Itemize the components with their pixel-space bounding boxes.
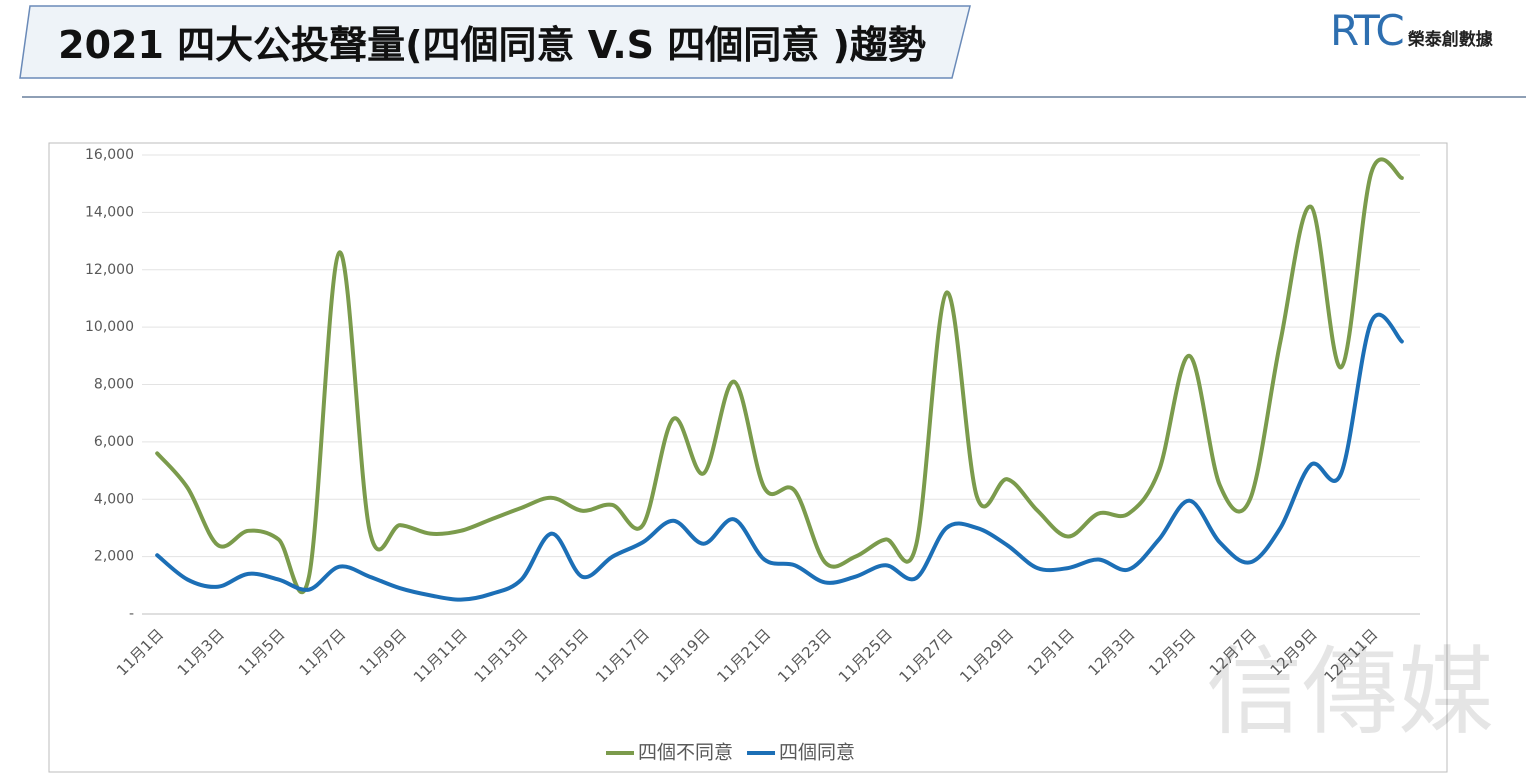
x-tick-label: 12月5日 <box>1145 625 1199 679</box>
title: 2021 四大公投聲量(四個同意 V.S 四個同意 )趨勢 <box>58 23 926 67</box>
y-tick-label: 10,000 <box>85 319 134 335</box>
x-tick-label: 11月13日 <box>471 625 532 686</box>
logo: RTC 榮泰創數據 <box>1330 6 1493 55</box>
y-tick-label: 14,000 <box>85 204 134 220</box>
x-tick-label: 11月5日 <box>234 625 288 679</box>
y-tick-label: - <box>129 606 134 622</box>
title-box <box>19 5 971 79</box>
series-line <box>155 157 1404 595</box>
x-tick-label: 11月15日 <box>531 625 592 686</box>
x-tick-label: 12月1日 <box>1024 625 1078 679</box>
y-tick-label: 2,000 <box>94 549 134 565</box>
x-tick-label: 11月29日 <box>956 625 1017 686</box>
y-tick-label: 4,000 <box>94 491 134 507</box>
x-tick-label: 11月25日 <box>835 625 896 686</box>
x-tick-label: 11月7日 <box>295 625 349 679</box>
logo-name: 榮泰創數據 <box>1407 30 1493 50</box>
x-tick-label: 12月3日 <box>1084 625 1138 679</box>
plot: - 2,000 4,000 6,000 8,000 10,000 12,000 14,000 1… <box>85 147 1420 764</box>
x-tick-label: 11月27日 <box>896 625 957 686</box>
x-tick-label: 11月1日 <box>113 625 167 679</box>
plot-frame <box>48 142 1448 773</box>
logo-mark: RTC <box>1330 6 1405 55</box>
x-tick-label: 11月17日 <box>592 625 653 686</box>
watermark: 信傳媒 <box>1206 636 1494 748</box>
legend-label: 四個不同意 <box>638 742 733 764</box>
y-tick-label: 8,000 <box>94 377 134 393</box>
series-line <box>155 312 1404 602</box>
y-tick-label: 12,000 <box>85 262 134 278</box>
x-tick-label: 11月3日 <box>174 625 228 679</box>
y-tick-label: 16,000 <box>85 147 134 163</box>
x-tick-label: 11月19日 <box>653 625 714 686</box>
x-tick-label: 11月11日 <box>410 625 471 686</box>
x-tick-label: 11月23日 <box>774 625 835 686</box>
x-tick-label: 11月21日 <box>713 625 774 686</box>
x-tick-label: 11月9日 <box>356 625 410 679</box>
y-tick-label: 6,000 <box>94 434 134 450</box>
legend-label: 四個同意 <box>779 742 855 764</box>
